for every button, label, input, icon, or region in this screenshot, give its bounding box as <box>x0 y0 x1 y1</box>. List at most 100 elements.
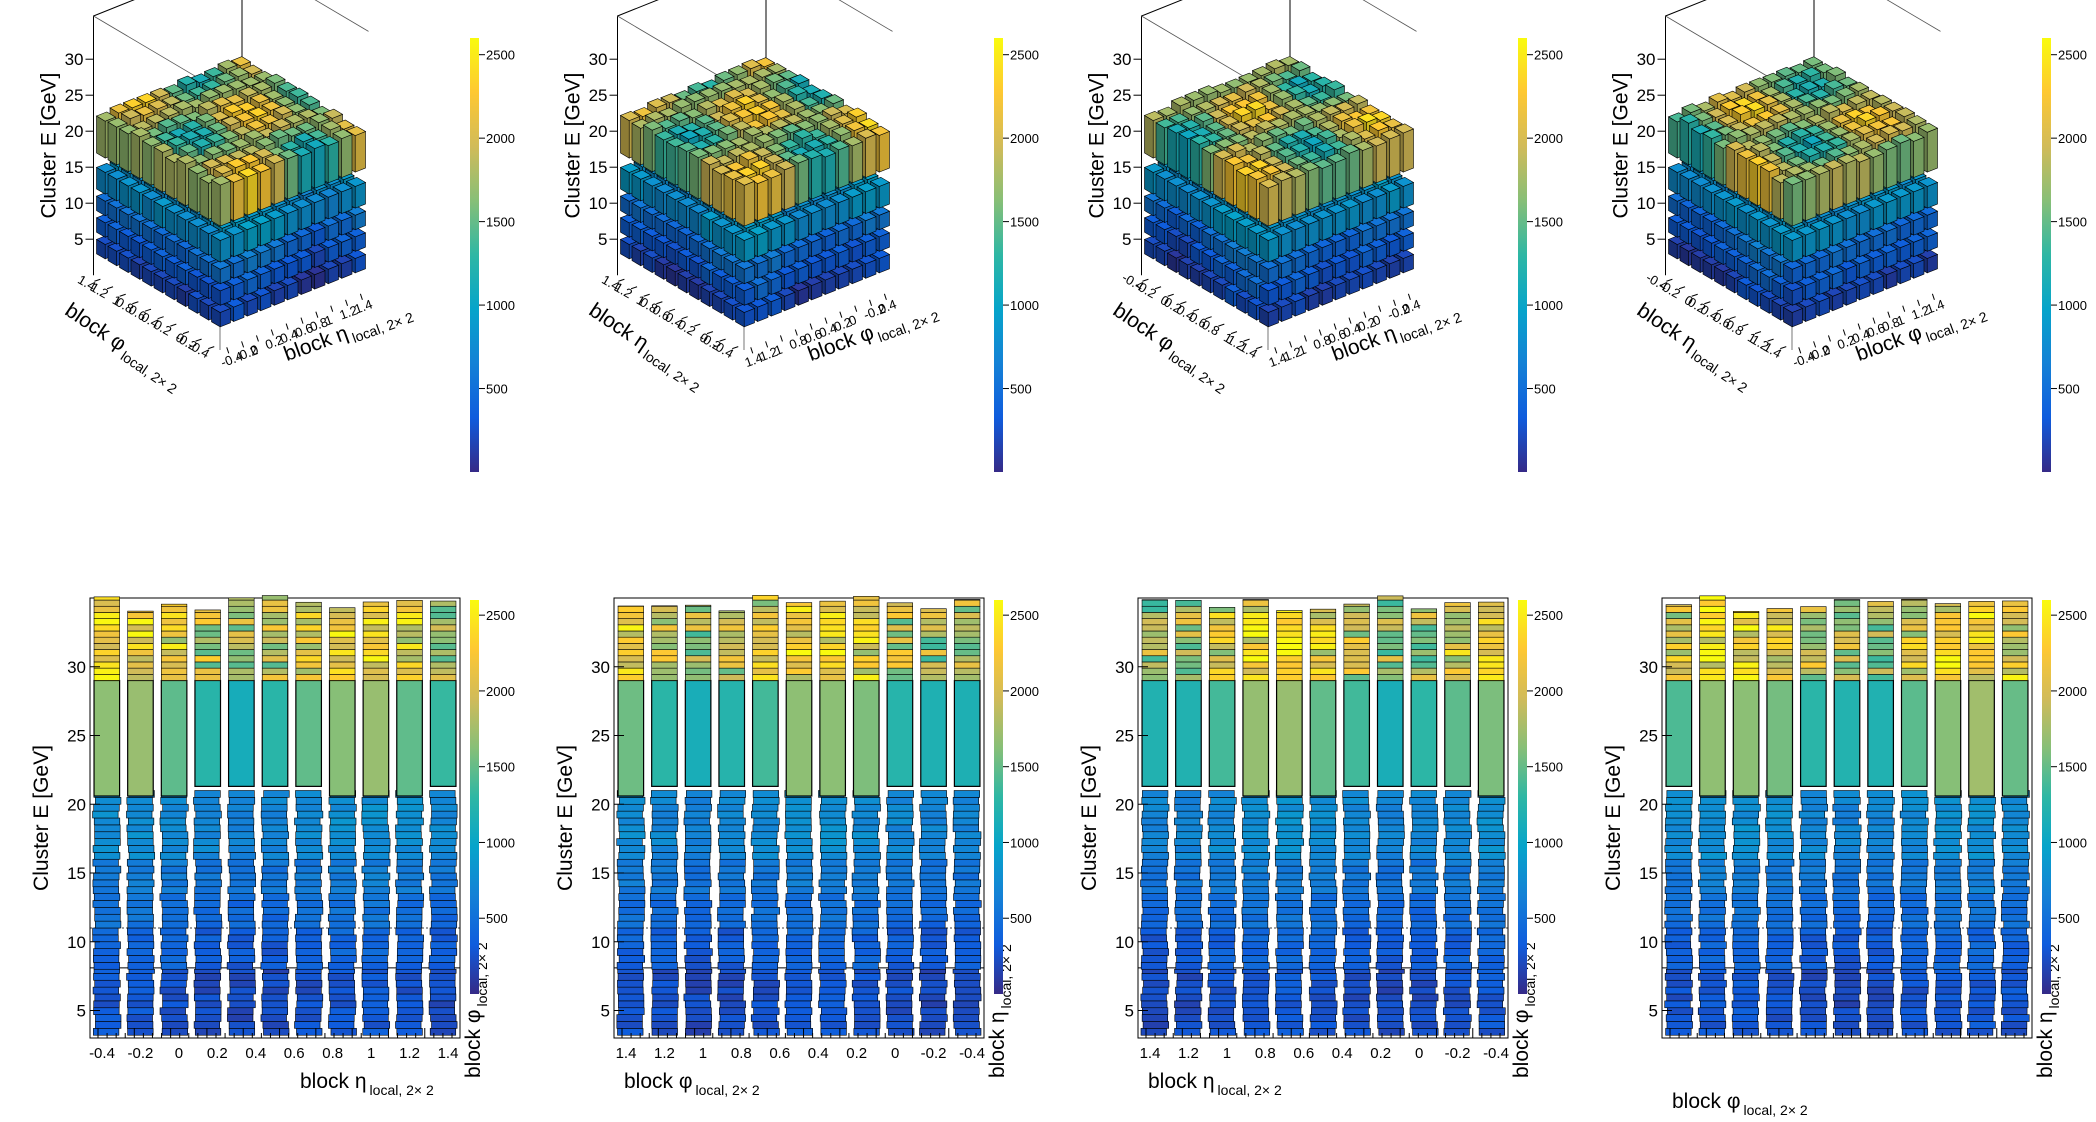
colorbar-tick-label: 500 <box>486 382 508 397</box>
lego-box-front <box>838 198 850 225</box>
lego-box-front <box>824 203 836 231</box>
colorbar-tick-label: 2000 <box>1010 131 1039 146</box>
lego-box-front <box>246 225 258 252</box>
z-axis-tick-label: 25 <box>589 86 608 105</box>
front-axis-tick <box>854 305 858 312</box>
front-axis-tick-label: 0.4 <box>876 296 898 316</box>
lego-box-side <box>142 140 152 186</box>
colorbar-tick-label: 1000 <box>1010 298 1039 313</box>
colorbar <box>470 38 479 472</box>
z-axis-tick-label: 30 <box>65 50 84 69</box>
lego-box-side <box>677 145 688 193</box>
front-axis-tick-label: 1.4 <box>352 296 374 316</box>
lego-box-front <box>743 180 755 227</box>
lego-box-side <box>119 128 129 173</box>
lego-box-front <box>314 144 326 189</box>
lego-box-front <box>300 203 312 231</box>
lego-box-front <box>287 208 299 236</box>
z-axis-tick-label: 20 <box>589 122 608 141</box>
lego-box-front <box>797 214 809 241</box>
z-axis-tick-label: 20 <box>65 122 84 141</box>
lego-box-front <box>784 219 796 247</box>
colorbar-tick-label: 1500 <box>486 215 515 230</box>
colorbar <box>994 38 1003 472</box>
z-axis-tick-label: 25 <box>65 86 84 105</box>
lego-box-front <box>770 173 782 216</box>
lego-box-front <box>865 133 877 178</box>
lego-box-front <box>354 131 366 173</box>
side-axis-label: block ηlocal, 2× 2 <box>583 299 709 396</box>
lego-box-front <box>260 219 272 247</box>
lego-box-front <box>273 159 285 205</box>
side-axis-label-sub: local, 2× 2 <box>640 347 702 396</box>
z-axis-tick-label: 15 <box>589 158 608 177</box>
lego-box-front <box>838 145 850 189</box>
lego-box-front <box>811 154 823 200</box>
lego-box-front <box>341 134 353 178</box>
lego-box-side <box>643 124 653 173</box>
front-axis-tick <box>255 335 259 342</box>
colorbar-tick-label: 2000 <box>486 131 515 146</box>
lego-box-front <box>878 181 890 209</box>
lego-box-side <box>712 168 722 214</box>
z-axis-label: Cluster E [GeV] <box>562 73 585 219</box>
colorbar-tick-label: 500 <box>1010 382 1032 397</box>
colorbar-tick-label: 2500 <box>486 48 515 63</box>
lego-box-side <box>96 115 106 159</box>
lego-box-side <box>689 151 699 200</box>
lego-box-front <box>219 235 231 263</box>
colorbar-tick-label: 1000 <box>486 298 515 313</box>
lego-box-front <box>314 198 326 225</box>
lego-box-front <box>865 187 877 214</box>
lego-box-front <box>273 214 285 241</box>
front-axis-tick <box>330 305 334 312</box>
lego-box-front <box>851 141 863 184</box>
axis-frame-top <box>838 0 893 32</box>
lego-box-front <box>878 130 890 173</box>
z-axis-tick-label: 10 <box>65 194 84 213</box>
lego-box-front <box>287 154 299 200</box>
colorbar-tick-label: 2500 <box>1010 48 1039 63</box>
lego-box-front <box>246 172 258 216</box>
z-axis-tick-label: 30 <box>589 50 608 69</box>
z-axis-tick-label: 5 <box>74 230 83 249</box>
lego-box-side <box>188 168 198 214</box>
lego-box-side <box>723 173 734 220</box>
lego-box-front <box>811 208 823 236</box>
lego-box-front <box>770 225 782 252</box>
lego-box-side <box>165 156 175 200</box>
lego-box-front <box>219 180 231 227</box>
axis-frame-top <box>1362 0 1417 32</box>
z-axis-tick-label: 10 <box>589 194 608 213</box>
lego-box-front <box>341 187 353 214</box>
lego-box-side <box>107 121 117 166</box>
lego-box-front <box>300 151 312 195</box>
lego-box-side <box>130 131 140 180</box>
lego-box-side <box>666 141 676 186</box>
lego-box-side <box>631 122 642 166</box>
front-axis-tick <box>779 335 783 342</box>
z-axis-tick-label: 5 <box>598 230 607 249</box>
colorbar-tick-label: 1500 <box>1010 215 1039 230</box>
lego-box-side <box>654 134 665 180</box>
lego-box-front <box>354 181 366 209</box>
lego-box-front <box>233 177 245 222</box>
lego-box-front <box>327 192 339 220</box>
lego-box-side <box>176 158 186 207</box>
lego-box-side <box>153 146 163 193</box>
side-axis-label: block φlocal, 2× 2 <box>59 299 187 397</box>
lego-box-front <box>784 165 796 211</box>
lego-box-front <box>824 152 836 195</box>
side-axis-label-sub: local, 2× 2 <box>118 348 180 397</box>
lego-box-front <box>260 167 272 211</box>
lego-box-front <box>327 141 339 184</box>
lego-box-front <box>797 158 809 205</box>
lego-box-side <box>211 179 221 227</box>
lego-box-front <box>233 230 245 258</box>
lego-box-side <box>199 177 209 220</box>
axis-frame-top <box>314 0 369 32</box>
lego-box-side <box>735 179 745 227</box>
